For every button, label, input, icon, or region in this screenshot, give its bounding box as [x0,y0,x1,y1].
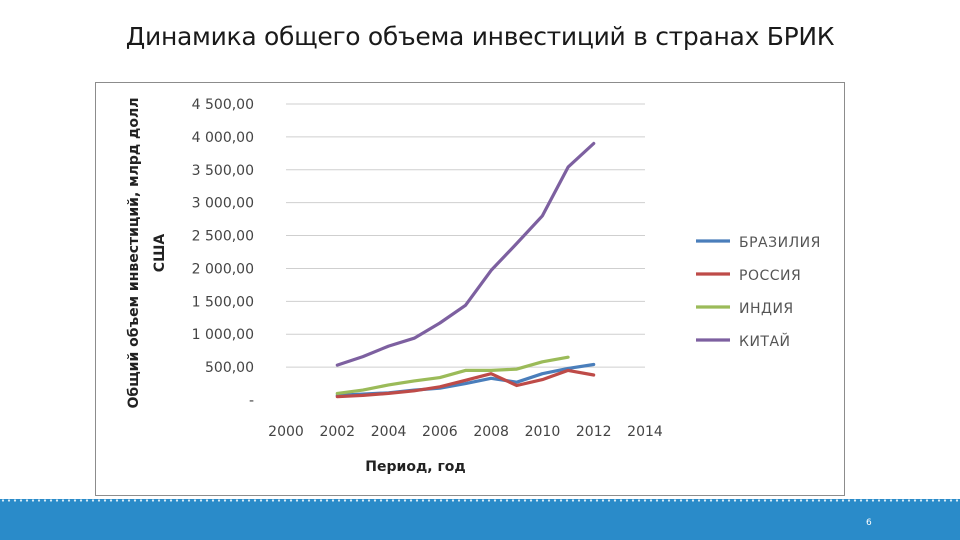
x-tick-label: 2010 [525,424,561,440]
series-line-2 [335,368,596,399]
y-tick-label: 1 500,00 [192,294,254,310]
x-axis-title: Период, год [365,459,465,475]
page-number: 6 [866,518,872,528]
legend-label: РОССИЯ [739,268,801,284]
y-tick-label: 2 500,00 [192,229,254,245]
x-tick-label: 2004 [371,424,407,440]
chart-frame: - 500,00 1 000,00 1 500,00 2 000,00 2 500,00 3… [95,82,845,496]
y-tick-label: 1 000,00 [192,327,254,343]
y-tick-label: 4 000,00 [192,130,254,146]
footer-dots [0,499,960,502]
x-tick-label: 2000 [268,424,304,440]
slide-title: Динамика общего объема инвестиций в стра… [125,22,835,51]
y-tick-label: 3 000,00 [192,196,254,212]
legend-label: КИТАЙ [739,332,791,350]
x-tick-label: 2006 [422,424,458,440]
y-tick-label: 3 500,00 [192,163,254,179]
y-tick-label: - [249,393,254,409]
line-chart: - 500,00 1 000,00 1 500,00 2 000,00 2 500,00 3… [126,97,821,475]
x-tick-label: 2002 [319,424,355,440]
y-tick-label: 500,00 [205,360,254,376]
y-axis-title: США [152,234,168,273]
series-line-4 [335,141,596,367]
footer-bar [0,499,960,540]
y-axis-title: Общий объем инвестиций, млрд долл [126,98,142,409]
legend-label: ИНДИЯ [739,301,794,317]
x-tick-label: 2012 [576,424,612,440]
x-tick-label: 2014 [627,424,663,440]
legend-label: БРАЗИЛИЯ [739,235,821,251]
series-line-3 [335,355,570,395]
y-tick-label: 2 000,00 [192,261,254,277]
y-tick-label: 4 500,00 [192,97,254,113]
x-tick-label: 2008 [473,424,509,440]
